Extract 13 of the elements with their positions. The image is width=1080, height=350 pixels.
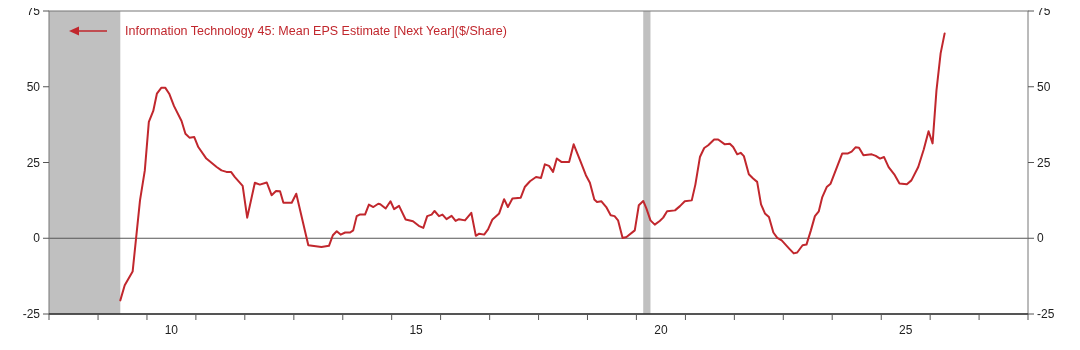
x-tick-label: 20 [654,323,668,337]
y2-tick-label: -25 [1037,307,1055,321]
y2-tick-label: 50 [1037,79,1051,94]
x-tick-label: 10 [164,323,179,337]
x-tick-label: 25 [898,323,913,337]
y-tick-label: 0 [33,231,41,246]
y2-tick-label: 25 [1037,155,1051,170]
y2-tick-label: 0 [1037,231,1044,246]
y-tick-label: 50 [26,79,41,94]
legend-label: Information Technology 45: Mean EPS Estimate [Next Year]($/Share) [125,24,507,38]
y-tick-label: -25 [22,307,41,321]
x-tick-label: 15 [409,323,424,337]
y-tick-label: 25 [26,155,41,170]
